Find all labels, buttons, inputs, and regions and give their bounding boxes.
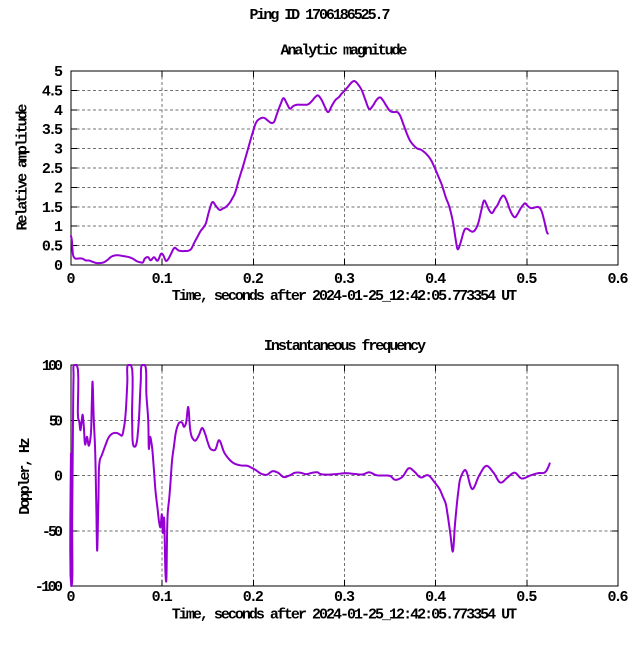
svg-text:0.3: 0.3 <box>334 589 355 606</box>
svg-text:2.5: 2.5 <box>42 161 63 178</box>
svg-text:0: 0 <box>66 271 75 288</box>
svg-text:50: 50 <box>49 413 63 430</box>
svg-text:0.1: 0.1 <box>152 271 173 288</box>
svg-text:3: 3 <box>54 142 63 159</box>
svg-text:0.5: 0.5 <box>42 239 63 256</box>
svg-text:0.2: 0.2 <box>243 271 264 288</box>
svg-text:4.5: 4.5 <box>42 83 63 100</box>
svg-text:0.4: 0.4 <box>425 589 446 606</box>
svg-text:0.1: 0.1 <box>152 589 173 606</box>
svg-text:0.6: 0.6 <box>607 589 628 606</box>
svg-text:0.5: 0.5 <box>516 271 537 288</box>
svg-text:1.5: 1.5 <box>42 200 63 217</box>
svg-text:3.5: 3.5 <box>42 122 63 139</box>
svg-text:0: 0 <box>54 469 63 486</box>
svg-text:0.2: 0.2 <box>243 589 264 606</box>
svg-text:0.4: 0.4 <box>425 271 446 288</box>
svg-text:100: 100 <box>42 358 63 375</box>
svg-text:-50: -50 <box>42 524 63 541</box>
svg-text:Instantaneous frequency: Instantaneous frequency <box>264 338 426 355</box>
svg-text:2: 2 <box>54 180 63 197</box>
svg-text:Time, seconds after 2024-01-25: Time, seconds after 2024-01-25_12:42:05.… <box>172 288 517 305</box>
svg-text:Time, seconds after 2024-01-25: Time, seconds after 2024-01-25_12:42:05.… <box>172 607 517 624</box>
svg-text:0.5: 0.5 <box>516 589 537 606</box>
svg-text:5: 5 <box>54 64 63 81</box>
svg-text:Ping ID 1706186525.7: Ping ID 1706186525.7 <box>250 7 391 24</box>
svg-text:Analytic magnitude: Analytic magnitude <box>281 43 408 60</box>
svg-text:Relative amplitude: Relative amplitude <box>15 104 32 231</box>
svg-text:0: 0 <box>66 589 75 606</box>
svg-text:-100: -100 <box>35 579 63 596</box>
svg-text:0: 0 <box>54 258 63 275</box>
svg-text:Doppler, Hz: Doppler, Hz <box>17 437 34 515</box>
svg-text:0.6: 0.6 <box>607 271 628 288</box>
svg-text:4: 4 <box>54 103 63 120</box>
svg-text:1: 1 <box>54 219 63 236</box>
svg-text:0.3: 0.3 <box>334 271 355 288</box>
